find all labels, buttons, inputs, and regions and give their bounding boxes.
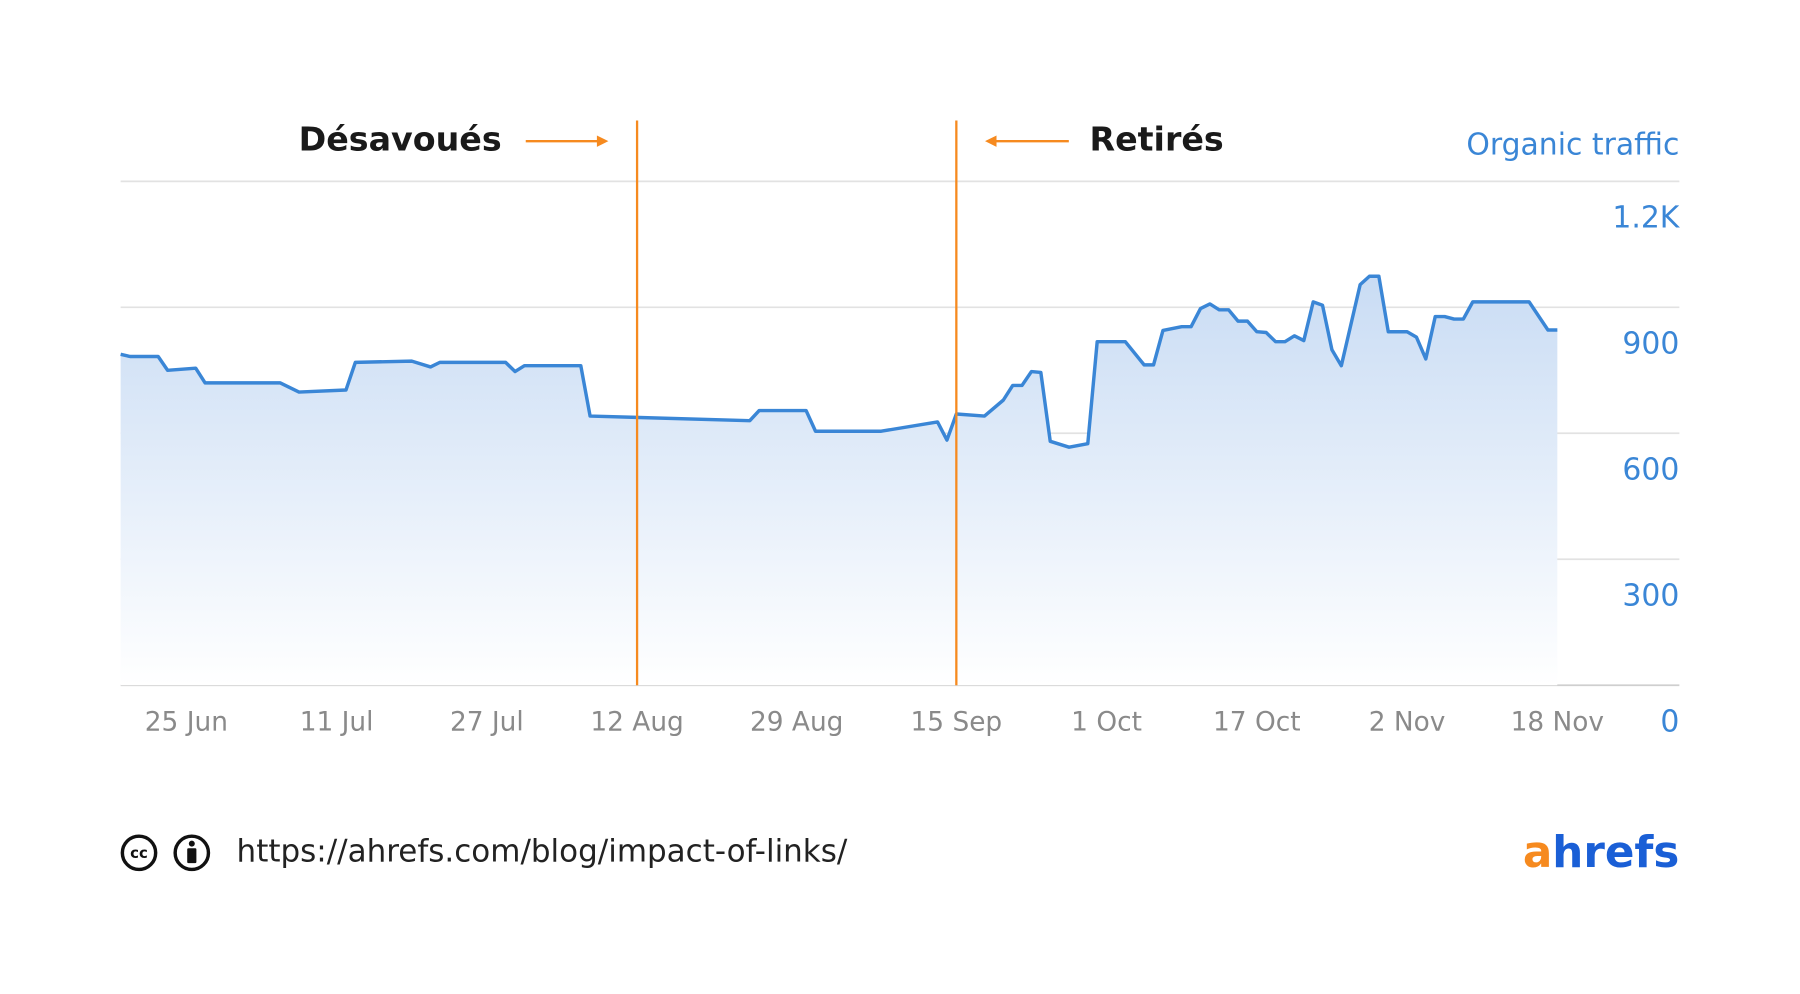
- y-tick-label: 300: [1622, 579, 1679, 614]
- x-tick-label: 25 Jun: [145, 708, 228, 738]
- y-tick-label: 1.2K: [1612, 201, 1680, 236]
- line: [120, 274, 1558, 449]
- annotation-arrowhead: [985, 135, 997, 147]
- area-fill: [120, 276, 1558, 686]
- source-url: https://ahrefs.com/blog/impact-of-links/: [237, 833, 848, 869]
- annotation-label: Retirés: [1089, 120, 1223, 159]
- x-tick-label: 2 Nov: [1369, 708, 1446, 738]
- x-tick-label: 11 Jul: [300, 708, 374, 738]
- x-tick-label: 17 Oct: [1213, 708, 1301, 738]
- legend-label: Organic traffic: [1466, 127, 1679, 162]
- x-tick-label: 18 Nov: [1511, 708, 1604, 738]
- plot: 0 300 600 900 1.2K 25 Jun 11 Jul 27 Jul 12 Aug 29…: [120, 120, 1681, 740]
- y-tick-label: 0: [1660, 705, 1679, 740]
- x-tick-label: 12 Aug: [590, 708, 683, 738]
- y-tick-label: 900: [1622, 327, 1679, 362]
- cc-icons: cc: [120, 834, 211, 872]
- x-tick-label: 15 Sep: [911, 708, 1003, 738]
- x-tick-label: 27 Jul: [450, 708, 524, 738]
- svg-text:cc: cc: [130, 844, 148, 862]
- y-tick-label: 600: [1622, 453, 1679, 488]
- annotation-arrowhead: [596, 135, 609, 147]
- annotation-label: Désavoués: [299, 120, 502, 159]
- x-tick-label: 29 Aug: [750, 708, 843, 738]
- x-tick-label: 1 Oct: [1071, 708, 1142, 738]
- brand-logo: ahrefs: [1523, 828, 1679, 878]
